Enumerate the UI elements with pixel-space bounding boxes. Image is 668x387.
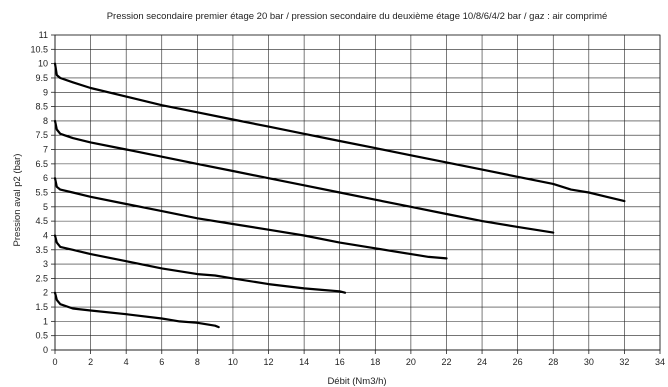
y-tick-label: 2.5 (35, 273, 48, 283)
series-line-3 (53, 177, 448, 260)
y-tick-label: 1.5 (35, 302, 48, 312)
y-tick-label: 4.5 (35, 216, 48, 226)
y-tick-label: 10 (38, 59, 48, 69)
x-tick-label: 14 (299, 357, 309, 367)
x-tick-label: 2 (88, 357, 93, 367)
y-tick-label: 6.5 (35, 159, 48, 169)
x-tick-label: 10 (228, 357, 238, 367)
series-line-4 (53, 234, 347, 294)
y-tick-label: 3 (43, 259, 48, 269)
y-tick-label: 4 (43, 230, 48, 240)
x-tick-label: 28 (548, 357, 558, 367)
series-line-1 (53, 62, 626, 203)
x-tick-label: 30 (584, 357, 594, 367)
y-tick-label: 7 (43, 145, 48, 155)
x-tick-label: 20 (406, 357, 416, 367)
y-tick-label: 5.5 (35, 188, 48, 198)
grid-lines (54, 34, 661, 351)
y-tick-label: 9 (43, 87, 48, 97)
y-tick-label: 8 (43, 116, 48, 126)
y-tick-label: 11 (39, 30, 48, 40)
x-tick-label: 12 (264, 357, 274, 367)
y-tick-label: 10.5 (30, 44, 48, 54)
chart-title: Pression secondaire premier étage 20 bar… (107, 11, 608, 22)
x-tick-label: 22 (441, 357, 451, 367)
x-tick-label: 0 (52, 357, 57, 367)
x-tick-label: 4 (124, 357, 129, 367)
y-tick-label: 8.5 (35, 102, 48, 112)
x-tick-label: 18 (370, 357, 380, 367)
y-tick-label: 7.5 (35, 130, 48, 140)
series-line-2 (53, 119, 555, 234)
x-tick-label: 32 (619, 357, 629, 367)
y-tick-label: 3.5 (35, 245, 48, 255)
y-tick-label: 5 (43, 202, 48, 212)
y-axis-ticks: 0 0.5 1 1.5 2 2.5 3 3.5 4 4.5 5 5.5 6 6.5 7 7.5 8 8.5 9 9.5… (30, 30, 55, 355)
y-tick-label: 1 (43, 316, 48, 326)
x-tick-label: 34 (655, 357, 665, 367)
y-tick-label: 9.5 (35, 73, 48, 83)
series-line-5 (53, 291, 220, 329)
x-axis-label: Débit (Nm3/h) (327, 376, 386, 387)
x-axis-ticks: 0 2 4 6 8 10 12 14 16 18 20 22 24 26 28 30 32 34 (52, 350, 665, 367)
series-lines (53, 62, 626, 329)
y-tick-label: 2 (43, 288, 48, 298)
x-tick-label: 6 (159, 357, 164, 367)
y-tick-label: 0 (43, 345, 48, 355)
x-tick-label: 24 (477, 357, 487, 367)
y-axis-label: Pression aval p2 (bar) (12, 154, 23, 247)
y-tick-label: 0.5 (35, 331, 48, 341)
x-tick-label: 16 (335, 357, 345, 367)
y-tick-label: 6 (43, 173, 48, 183)
x-tick-label: 26 (513, 357, 523, 367)
x-tick-label: 8 (195, 357, 200, 367)
